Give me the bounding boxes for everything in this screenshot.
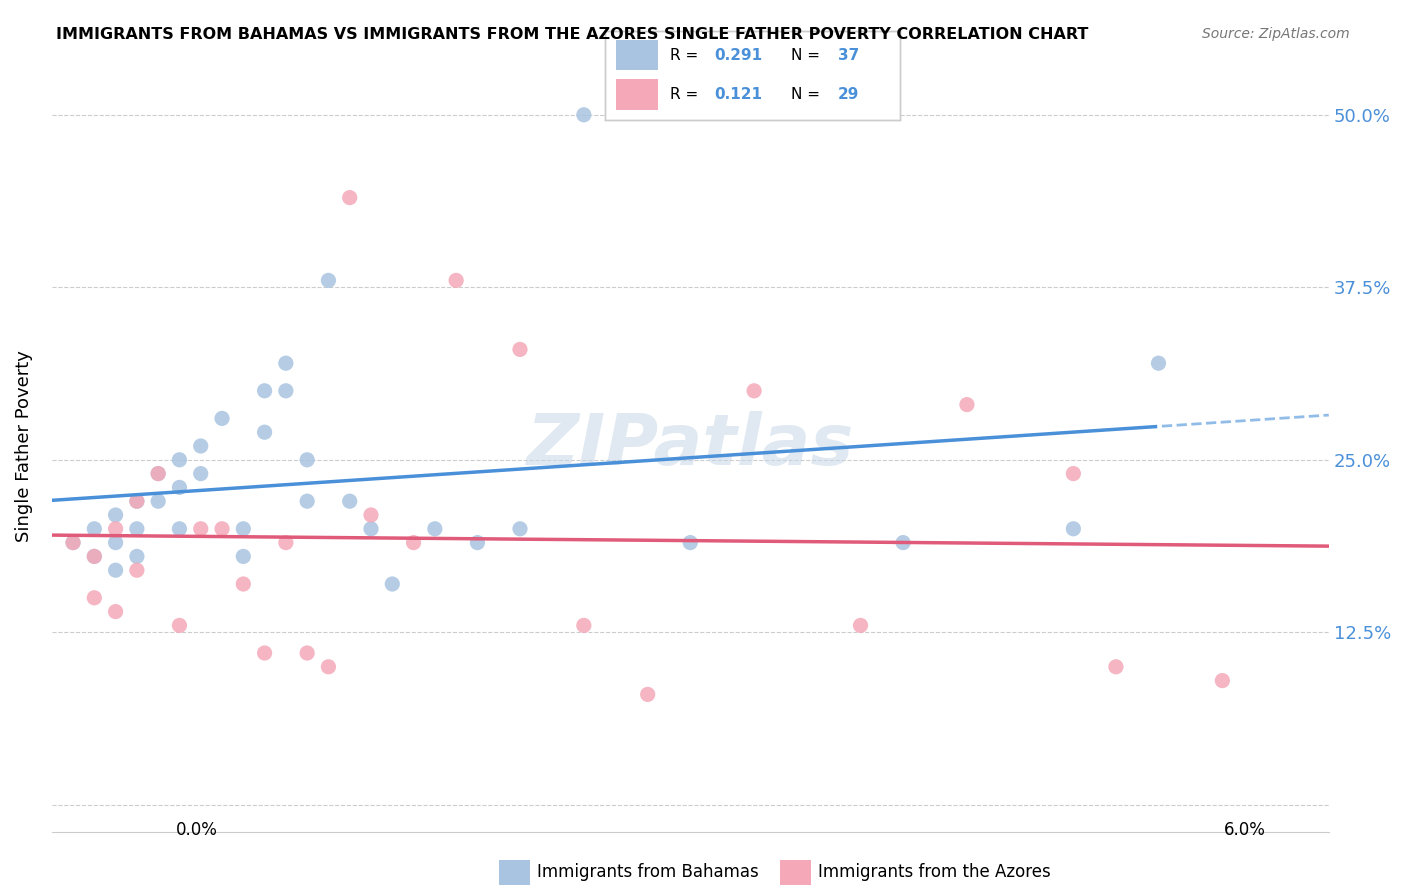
Text: IMMIGRANTS FROM BAHAMAS VS IMMIGRANTS FROM THE AZORES SINGLE FATHER POVERTY CORR: IMMIGRANTS FROM BAHAMAS VS IMMIGRANTS FR…: [56, 27, 1088, 42]
Point: [253, 646, 276, 660]
Point: [104, 563, 127, 577]
Text: N =: N =: [790, 87, 824, 102]
Point: [274, 384, 297, 398]
Point: [1147, 356, 1170, 370]
Point: [125, 549, 148, 564]
Point: [169, 452, 191, 467]
Text: ZIPatlas: ZIPatlas: [527, 411, 853, 481]
FancyBboxPatch shape: [616, 79, 658, 110]
Point: [274, 356, 297, 370]
Point: [169, 618, 191, 632]
Text: N =: N =: [790, 48, 824, 62]
Point: [467, 535, 489, 549]
Point: [232, 522, 254, 536]
Point: [956, 398, 979, 412]
Point: [146, 467, 169, 481]
Point: [104, 605, 127, 619]
Point: [62, 535, 84, 549]
Text: 0.291: 0.291: [714, 48, 762, 62]
Point: [295, 646, 318, 660]
FancyBboxPatch shape: [616, 40, 658, 70]
Text: Immigrants from the Azores: Immigrants from the Azores: [818, 863, 1052, 881]
Point: [1105, 660, 1128, 674]
Point: [339, 494, 361, 508]
Point: [891, 535, 914, 549]
Point: [211, 411, 233, 425]
Point: [360, 522, 382, 536]
Text: 37: 37: [838, 48, 859, 62]
Point: [125, 494, 148, 508]
Point: [360, 508, 382, 522]
Point: [169, 522, 191, 536]
Point: [295, 452, 318, 467]
Point: [62, 535, 84, 549]
Text: Immigrants from Bahamas: Immigrants from Bahamas: [537, 863, 759, 881]
Point: [742, 384, 765, 398]
Point: [339, 191, 361, 205]
Point: [169, 480, 191, 494]
Point: [146, 467, 169, 481]
Point: [423, 522, 446, 536]
Text: 0.0%: 0.0%: [176, 821, 218, 838]
Point: [190, 522, 212, 536]
Point: [509, 343, 531, 357]
Point: [146, 494, 169, 508]
Text: 29: 29: [838, 87, 859, 102]
Point: [83, 522, 105, 536]
Text: R =: R =: [669, 87, 703, 102]
Point: [253, 425, 276, 440]
Point: [1062, 522, 1084, 536]
Point: [253, 384, 276, 398]
Point: [125, 563, 148, 577]
Point: [402, 535, 425, 549]
Point: [190, 439, 212, 453]
Point: [572, 108, 595, 122]
Point: [125, 494, 148, 508]
Point: [1211, 673, 1233, 688]
Point: [572, 618, 595, 632]
Point: [637, 687, 659, 701]
Point: [274, 535, 297, 549]
Point: [679, 535, 702, 549]
Point: [232, 577, 254, 591]
Text: Source: ZipAtlas.com: Source: ZipAtlas.com: [1202, 27, 1350, 41]
Text: R =: R =: [669, 48, 703, 62]
Point: [318, 660, 340, 674]
Y-axis label: Single Father Poverty: Single Father Poverty: [15, 350, 32, 542]
Point: [1062, 467, 1084, 481]
Point: [83, 549, 105, 564]
Point: [295, 494, 318, 508]
Text: 0.121: 0.121: [714, 87, 762, 102]
Text: 6.0%: 6.0%: [1223, 821, 1265, 838]
Point: [509, 522, 531, 536]
Point: [211, 522, 233, 536]
Point: [104, 535, 127, 549]
Point: [83, 549, 105, 564]
Point: [83, 591, 105, 605]
Point: [849, 618, 872, 632]
Point: [381, 577, 404, 591]
Point: [444, 273, 467, 287]
Point: [104, 522, 127, 536]
Point: [190, 467, 212, 481]
Point: [318, 273, 340, 287]
Point: [125, 522, 148, 536]
Point: [232, 549, 254, 564]
Point: [104, 508, 127, 522]
